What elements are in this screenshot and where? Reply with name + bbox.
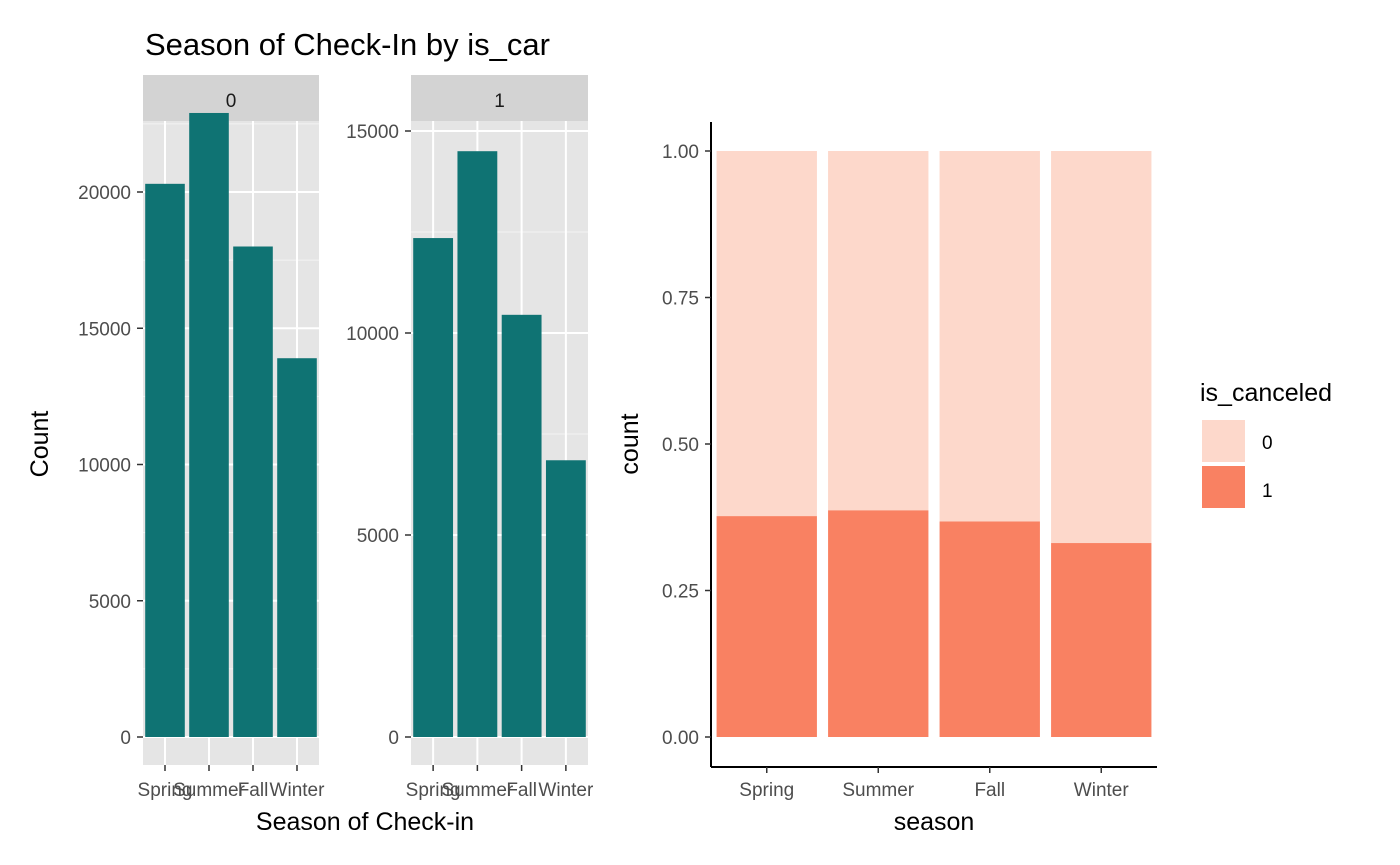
legend-swatch-0 [1202, 420, 1245, 462]
bar-segment-1 [1051, 543, 1152, 737]
y-tick-label: 0 [120, 728, 131, 749]
bar [501, 314, 542, 737]
y-tick-label: 0.00 [662, 728, 699, 749]
bar-segment-0 [828, 151, 929, 511]
bar-segment-1 [716, 516, 817, 737]
y-tick-label: 10000 [346, 324, 399, 345]
y-tick-label: 15000 [78, 319, 131, 340]
y-tick-label: 5000 [89, 592, 131, 613]
y-tick-label: 5000 [357, 526, 399, 547]
bar [145, 183, 185, 737]
x-tick-label: Winter [538, 780, 594, 801]
y-axis-label-right: count [616, 413, 644, 474]
bar-segment-0 [716, 151, 817, 517]
x-tick-label: Fall [238, 780, 269, 801]
x-tick-label: Summer [842, 780, 914, 801]
bar-segment-1 [828, 510, 929, 737]
bar-segment-0 [939, 151, 1040, 522]
bar [545, 460, 586, 737]
legend-title: is_canceled [1200, 379, 1332, 407]
facet-strip-label: 0 [226, 91, 237, 112]
legend-label-1: 1 [1262, 481, 1273, 502]
bar [457, 151, 498, 737]
bar [413, 238, 454, 737]
stacked-bar-panel: 0.00 0.25 0.50 0.75 1.00 Spring Summer Fall Wint… [662, 122, 1157, 801]
facet-strip [143, 75, 319, 121]
bar [233, 246, 273, 737]
facet-strip-label: 1 [494, 91, 505, 112]
y-tick-label: 0.50 [662, 435, 699, 456]
bar [277, 358, 317, 737]
y-tick-label: 1.00 [662, 142, 699, 163]
y-tick-label: 0.75 [662, 289, 699, 310]
y-tick-label: 15000 [346, 122, 399, 143]
x-tick-label: Winter [270, 780, 326, 801]
legend-swatch-1 [1202, 466, 1245, 508]
y-tick-label: 0.25 [662, 582, 699, 603]
x-tick-label: Spring [739, 780, 794, 801]
x-tick-label: Winter [1074, 780, 1130, 801]
x-axis-label-right: season [894, 808, 975, 836]
y-axis-label-left: Count [26, 411, 54, 478]
y-tick-label: 0 [388, 728, 399, 749]
legend-label-0: 0 [1262, 433, 1273, 454]
y-tick-label: 10000 [78, 456, 131, 477]
x-tick-label: Summer [441, 780, 513, 801]
bar [189, 112, 229, 738]
facet-strip [411, 75, 588, 121]
y-tick-label: 20000 [78, 183, 131, 204]
legend: is_canceled 0 1 [1200, 379, 1332, 508]
x-tick-label: Spring [138, 780, 193, 801]
x-tick-label: Fall [506, 780, 537, 801]
bar-segment-0 [1051, 151, 1152, 544]
chart-title: Season of Check-In by is_car [145, 27, 550, 62]
bar-segment-1 [939, 521, 1040, 737]
x-tick-label: Spring [406, 780, 461, 801]
x-tick-label: Fall [974, 780, 1005, 801]
x-axis-label-left: Season of Check-in [256, 808, 474, 836]
x-tick-label: Summer [173, 780, 245, 801]
